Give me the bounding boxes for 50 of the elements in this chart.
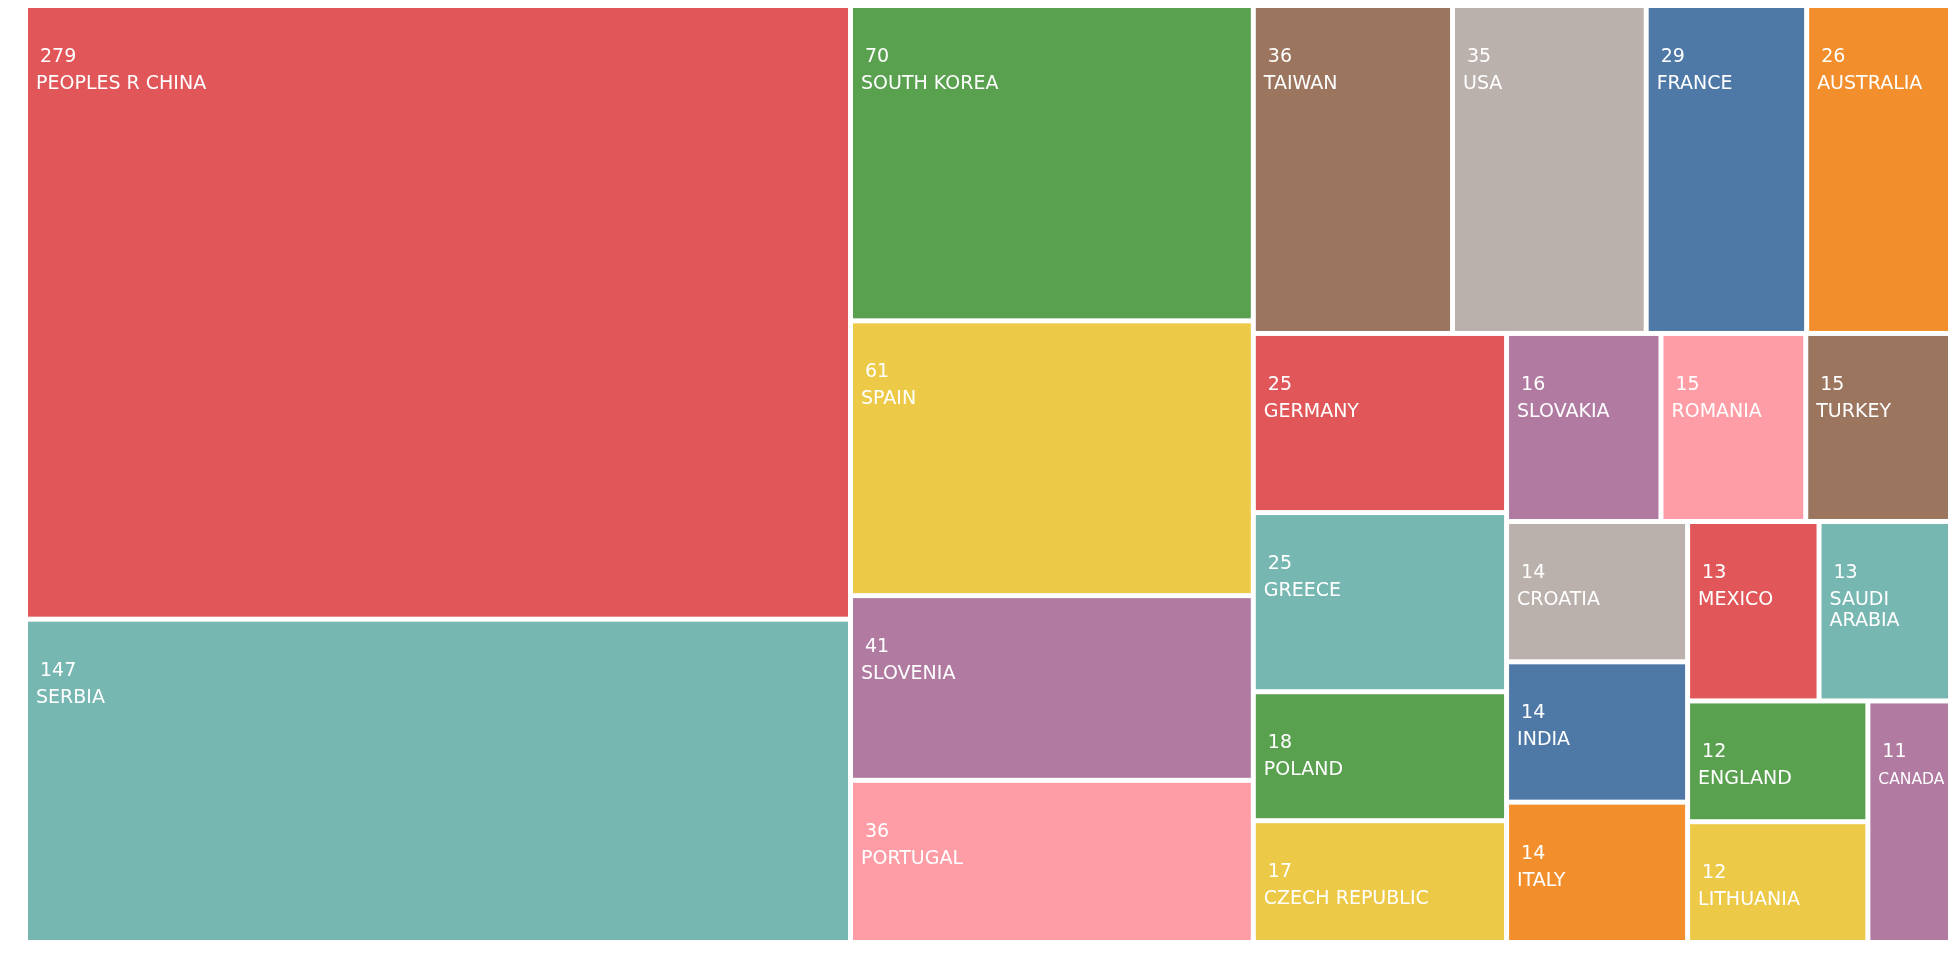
data-label: 11 <box>1882 739 1907 762</box>
data-label: 16 <box>1521 371 1546 394</box>
category-label: LITHUANIA <box>1698 887 1800 910</box>
data-label: 15 <box>1675 371 1700 394</box>
data-label: 41 <box>865 634 890 657</box>
category-label: FRANCE <box>1656 71 1733 93</box>
data-label: 15 <box>1820 371 1845 394</box>
category-label: CZECH REPUBLIC <box>1263 886 1429 909</box>
data-label: 14 <box>1521 840 1546 863</box>
data-label: 14 <box>1521 700 1546 723</box>
data-label: 29 <box>1660 44 1685 66</box>
data-label: 61 <box>865 359 890 382</box>
data-label: 18 <box>1267 730 1292 753</box>
category-label: SERBIA <box>36 684 105 707</box>
data-label: 279 <box>40 44 77 66</box>
data-label: 13 <box>1702 559 1727 582</box>
data-label: 12 <box>1702 860 1727 883</box>
data-label: 17 <box>1267 859 1292 882</box>
category-label: GREECE <box>1263 578 1342 601</box>
category-label: SAUDI ARABIA <box>1829 586 1900 630</box>
category-label: USA <box>1463 71 1503 93</box>
data-label: 26 <box>1821 44 1846 66</box>
category-label: TURKEY <box>1815 398 1892 421</box>
category-label: ROMANIA <box>1671 398 1762 421</box>
category-label: CROATIA <box>1517 586 1600 609</box>
data-label: 25 <box>1267 371 1292 394</box>
data-label: 25 <box>1267 551 1292 574</box>
category-label: PORTUGAL <box>861 845 964 868</box>
data-label: 14 <box>1521 559 1546 582</box>
category-label: SPAIN <box>861 386 917 409</box>
category-label: ENGLAND <box>1698 766 1792 789</box>
category-label: PEOPLES R CHINA <box>36 71 207 93</box>
data-label: 36 <box>865 818 890 841</box>
category-label: AUSTRALIA <box>1817 71 1923 93</box>
data-label: 13 <box>1833 559 1858 582</box>
data-label: 12 <box>1702 739 1727 762</box>
data-label: 35 <box>1467 44 1492 66</box>
category-label: INDIA <box>1517 727 1571 750</box>
category-label: SOUTH KOREA <box>861 71 999 93</box>
category-label: GERMANY <box>1263 398 1360 421</box>
category-label: TAIWAN <box>1262 71 1338 93</box>
data-label: 70 <box>865 44 890 66</box>
data-label: 36 <box>1267 44 1292 66</box>
category-label: POLAND <box>1263 757 1344 780</box>
category-label: CANADA <box>1878 770 1945 789</box>
data-label: 147 <box>40 657 77 680</box>
category-label: SLOVAKIA <box>1517 398 1610 421</box>
category-label: SLOVENIA <box>861 661 956 684</box>
category-label: ITALY <box>1517 867 1566 890</box>
category-label: MEXICO <box>1698 586 1774 609</box>
